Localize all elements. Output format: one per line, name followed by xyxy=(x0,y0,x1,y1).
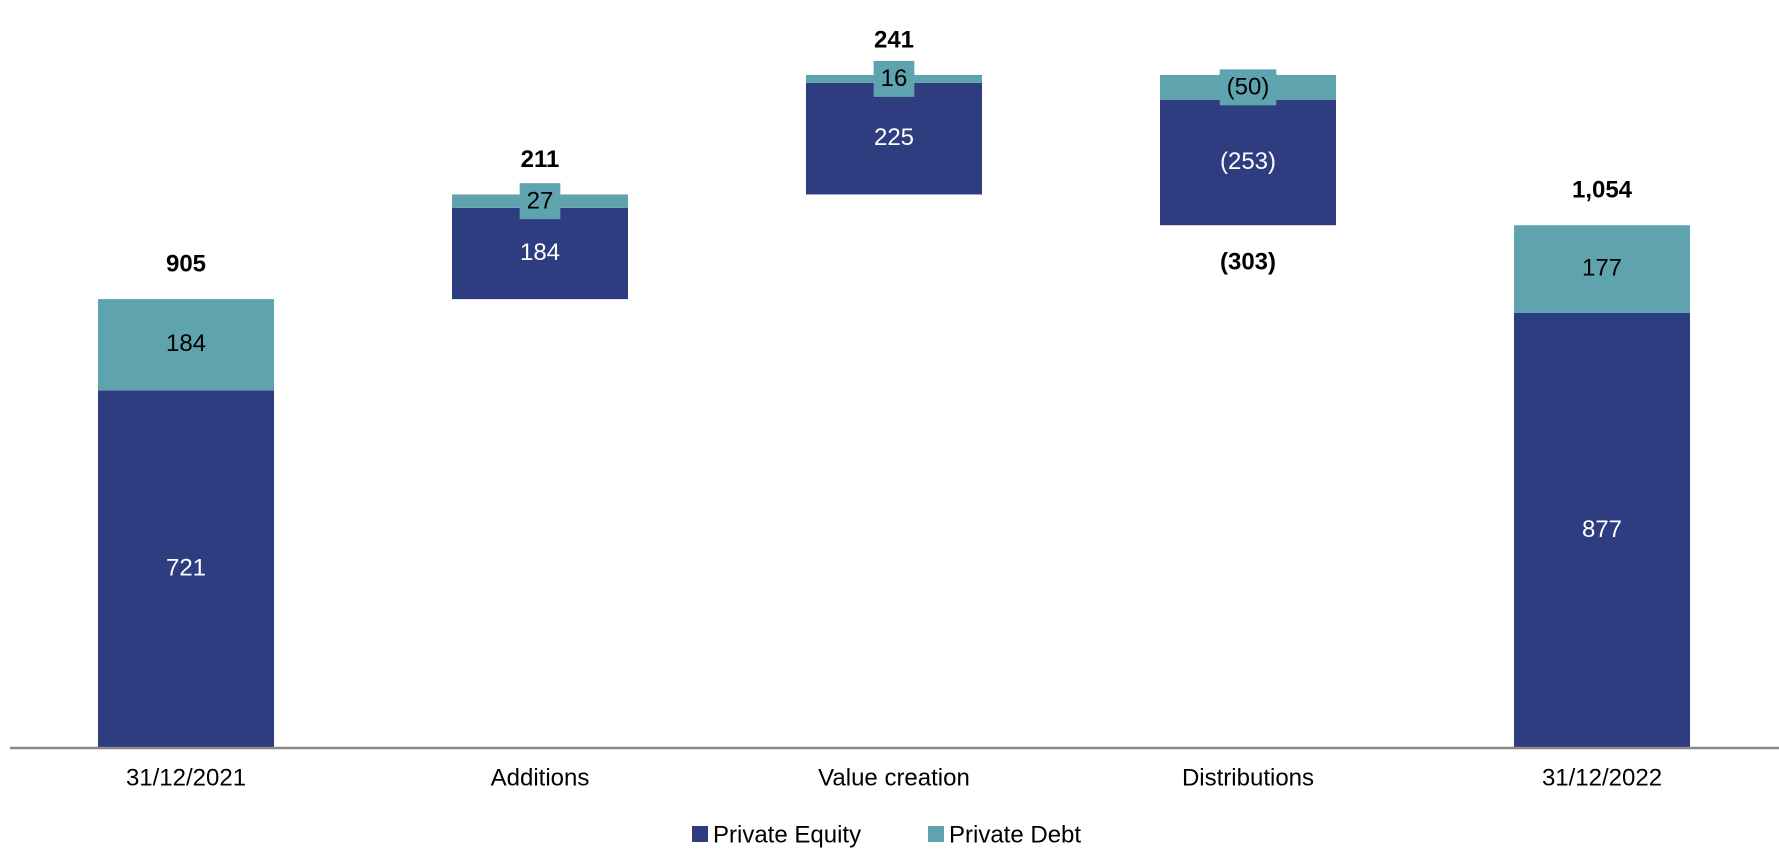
bar-segment xyxy=(1514,225,1690,314)
bar-segment xyxy=(1514,313,1690,748)
value-label: 184 xyxy=(166,330,206,357)
total-label: (303) xyxy=(1220,249,1276,276)
value-label: 225 xyxy=(874,124,914,151)
label-box xyxy=(873,60,915,97)
total-label: 905 xyxy=(166,250,206,277)
value-label: (253) xyxy=(1220,148,1276,175)
value-label: 177 xyxy=(1582,254,1622,281)
label-box xyxy=(519,183,561,220)
total-label: 241 xyxy=(874,26,914,53)
x-tick-label: 31/12/2022 xyxy=(1542,764,1662,791)
value-label: (50) xyxy=(1227,74,1270,101)
total-label: 211 xyxy=(521,146,560,173)
x-tick-label: Distributions xyxy=(1182,764,1314,791)
value-label: 16 xyxy=(881,65,908,92)
legend-label: Private Debt xyxy=(949,821,1081,848)
bar-segment xyxy=(1160,99,1336,226)
legend-swatch xyxy=(692,826,708,842)
x-tick-label: Value creation xyxy=(818,764,970,791)
legend-swatch xyxy=(928,826,944,842)
x-tick-label: Additions xyxy=(491,764,590,791)
total-label: 1,054 xyxy=(1572,177,1633,204)
value-label: 877 xyxy=(1582,516,1622,543)
label-box xyxy=(1219,69,1277,106)
bar-segment xyxy=(452,207,628,300)
bar-segment xyxy=(98,390,274,748)
bar-segment xyxy=(98,299,274,391)
legend-label: Private Equity xyxy=(713,821,861,848)
x-tick-label: 31/12/2021 xyxy=(126,764,246,791)
value-label: 184 xyxy=(520,239,560,266)
value-label: 721 xyxy=(166,555,206,582)
bar-segment xyxy=(806,82,982,195)
value-label: 27 xyxy=(527,188,554,215)
